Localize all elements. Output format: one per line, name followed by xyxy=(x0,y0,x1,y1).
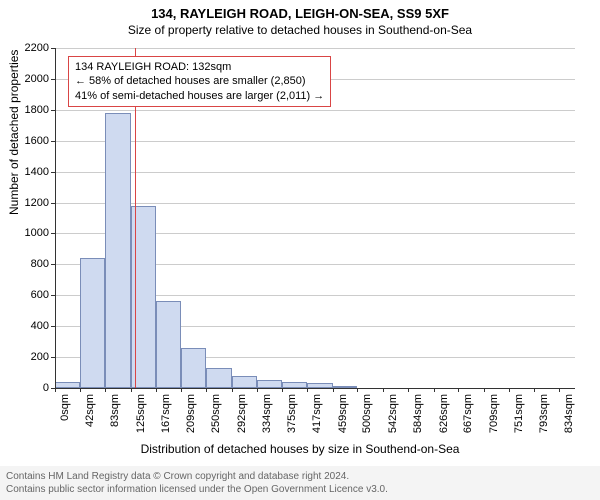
histogram-bar xyxy=(181,348,206,388)
y-tick-label: 1800 xyxy=(25,104,49,116)
histogram-bar xyxy=(105,113,130,388)
histogram-bar xyxy=(257,380,282,388)
x-tick-label: 250sqm xyxy=(210,394,222,433)
x-tick-label: 42sqm xyxy=(84,394,96,427)
y-tick-label: 600 xyxy=(31,289,49,301)
footer-line-2: Contains public sector information licen… xyxy=(6,483,594,496)
footer-attribution: Contains HM Land Registry data © Crown c… xyxy=(0,466,600,500)
x-tick-label: 500sqm xyxy=(361,394,373,433)
x-tick-label: 626sqm xyxy=(438,394,450,433)
x-tick-label: 667sqm xyxy=(462,394,474,433)
y-tick-label: 1400 xyxy=(25,166,49,178)
x-tick-label: 375sqm xyxy=(286,394,298,433)
x-tick-label: 417sqm xyxy=(311,394,323,433)
x-tick-label: 459sqm xyxy=(337,394,349,433)
x-axis-title: Distribution of detached houses by size … xyxy=(0,442,600,456)
y-tick-label: 0 xyxy=(43,382,49,394)
annotation-line: 41% of semi-detached houses are larger (… xyxy=(75,89,324,103)
grid-line xyxy=(55,110,575,111)
y-tick-label: 800 xyxy=(31,258,49,270)
x-tick-label: 584sqm xyxy=(412,394,424,433)
histogram-bar xyxy=(206,368,231,388)
histogram-bar xyxy=(156,301,181,388)
x-tick-label: 0sqm xyxy=(59,394,71,421)
grid-line xyxy=(55,48,575,49)
grid-line xyxy=(55,172,575,173)
footer-line-1: Contains HM Land Registry data © Crown c… xyxy=(6,470,594,483)
histogram-bar xyxy=(80,258,105,388)
y-tick-label: 1600 xyxy=(25,135,49,147)
y-tick-label: 2000 xyxy=(25,73,49,85)
y-tick-label: 400 xyxy=(31,320,49,332)
annotation-box: 134 RAYLEIGH ROAD: 132sqm← 58% of detach… xyxy=(68,56,331,107)
x-tick-label: 209sqm xyxy=(185,394,197,433)
x-tick-label: 292sqm xyxy=(236,394,248,433)
chart-title: 134, RAYLEIGH ROAD, LEIGH-ON-SEA, SS9 5X… xyxy=(0,0,600,21)
x-tick-label: 834sqm xyxy=(563,394,575,433)
x-tick-label: 542sqm xyxy=(387,394,399,433)
y-tick-label: 2200 xyxy=(25,42,49,54)
y-tick-label: 1000 xyxy=(25,227,49,239)
y-tick-label: 200 xyxy=(31,351,49,363)
annotation-line: ← 58% of detached houses are smaller (2,… xyxy=(75,74,324,88)
x-tick-label: 793sqm xyxy=(538,394,550,433)
x-tick-label: 334sqm xyxy=(261,394,273,433)
x-tick-label: 709sqm xyxy=(488,394,500,433)
histogram-bar xyxy=(232,376,257,388)
grid-line xyxy=(55,203,575,204)
y-tick-label: 1200 xyxy=(25,197,49,209)
x-tick-label: 125sqm xyxy=(135,394,147,433)
x-tick-label: 167sqm xyxy=(160,394,172,433)
x-tick-label: 751sqm xyxy=(513,394,525,433)
chart-subtitle: Size of property relative to detached ho… xyxy=(0,21,600,37)
grid-line xyxy=(55,141,575,142)
y-axis-title: Number of detached properties xyxy=(7,50,21,215)
x-tick-label: 83sqm xyxy=(109,394,121,427)
annotation-line: 134 RAYLEIGH ROAD: 132sqm xyxy=(75,60,324,74)
